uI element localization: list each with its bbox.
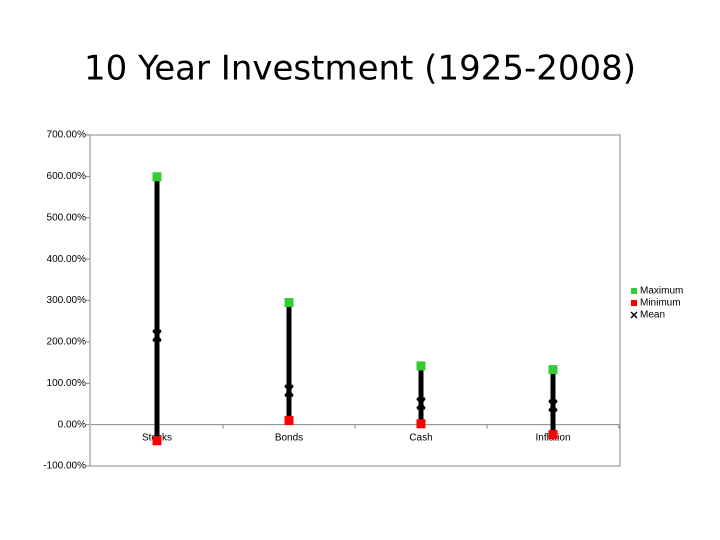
x-tick-label: Cash — [409, 432, 432, 443]
marker — [152, 329, 162, 342]
marker — [548, 430, 558, 440]
legend-swatch — [631, 300, 637, 306]
x-tick-label: Bonds — [275, 432, 303, 443]
marker — [416, 419, 426, 429]
marker — [548, 365, 558, 375]
legend-label: Mean — [640, 310, 665, 321]
marker — [548, 399, 558, 412]
y-tick-label: 700.00% — [47, 130, 87, 141]
marker — [152, 436, 162, 446]
y-tick-label: 0.00% — [58, 419, 86, 430]
legend-swatch — [630, 311, 638, 319]
marker — [284, 298, 294, 308]
chart-title: 10 Year Investment (1925-2008) — [84, 49, 636, 89]
marker — [416, 361, 426, 371]
y-tick-label: 400.00% — [47, 254, 87, 265]
y-tick-label: 600.00% — [47, 171, 87, 182]
marker — [284, 384, 294, 397]
y-tick-label: 100.00% — [47, 378, 87, 389]
legend-label: Minimum — [640, 298, 681, 309]
plot-area — [89, 134, 621, 467]
marker — [152, 172, 162, 182]
y-tick-label: -100.00% — [43, 461, 86, 472]
y-tick-label: 200.00% — [47, 337, 87, 348]
y-tick-label: 300.00% — [47, 295, 87, 306]
marker — [284, 415, 294, 425]
legend-swatch — [631, 288, 637, 294]
y-tick-label: 500.00% — [47, 212, 87, 223]
legend-label: Maximum — [640, 286, 683, 297]
marker — [416, 397, 426, 410]
